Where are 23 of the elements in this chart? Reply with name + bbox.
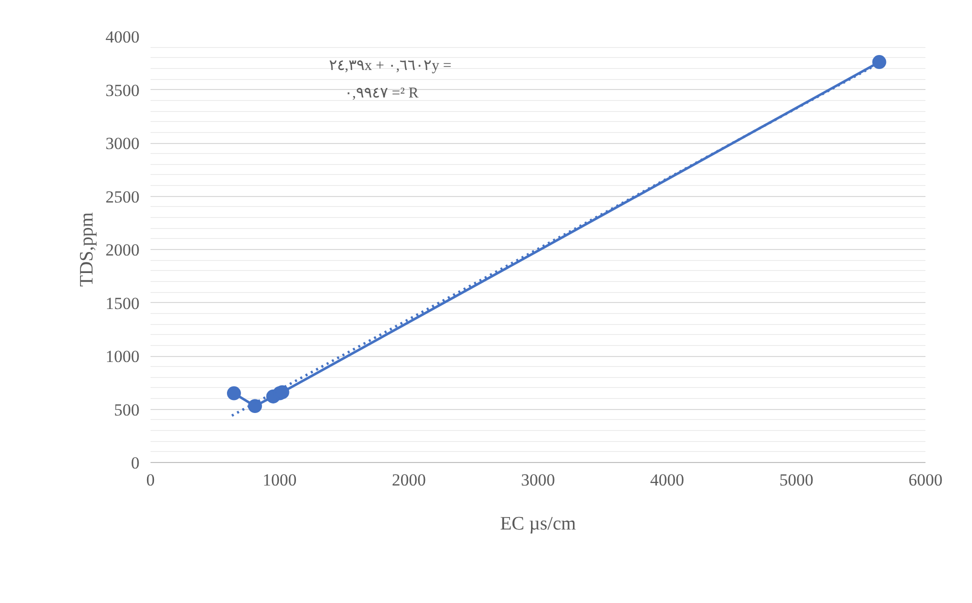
x-tick-label: 2000 — [392, 470, 426, 490]
y-tick-label: 1000 — [106, 347, 140, 366]
y-tick-label: 1500 — [106, 294, 140, 313]
y-tick-label: 4000 — [106, 28, 140, 46]
x-axis-title: EC µs/cm — [500, 514, 576, 534]
x-tick-label: 6000 — [908, 470, 942, 490]
x-tick-label: 4000 — [650, 470, 684, 490]
y-tick-label: 500 — [114, 400, 140, 420]
x-tick-label: 0 — [146, 470, 155, 490]
x-tick-label: 1000 — [262, 470, 297, 490]
point — [226, 386, 241, 400]
point — [248, 399, 262, 414]
y-tick-label: 2000 — [106, 240, 140, 260]
x-tick-label: 3000 — [521, 470, 555, 490]
y-axis-title: TDS,ppm — [76, 212, 98, 287]
x-tick-label: 5000 — [779, 470, 814, 490]
annotation: ٢٤,٣٩x + ٠,٦٦٠٢y = — [328, 58, 452, 74]
y-tick-label: 0 — [131, 454, 140, 472]
y-tick-label: 2500 — [106, 187, 140, 206]
point — [872, 55, 886, 70]
y-tick-label: 3000 — [106, 134, 140, 153]
y-tick-label: 3500 — [106, 80, 140, 100]
annotation: ٠,٩٩٤٧ =² R — [344, 85, 418, 102]
